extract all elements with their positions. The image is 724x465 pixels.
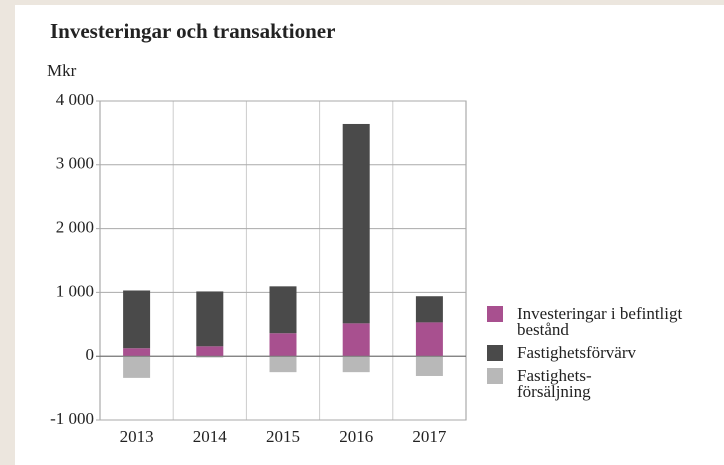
y-tick-label: 3 000	[56, 154, 94, 173]
y-tick-label: 0	[86, 345, 95, 364]
legend-swatch	[487, 368, 503, 384]
legend-swatch	[487, 345, 503, 361]
legend-item: Fastighets-försäljning	[487, 366, 717, 401]
bar-segment	[269, 356, 297, 373]
legend-label: Investeringar i befintligt bestånd	[517, 304, 683, 339]
legend-swatch	[487, 306, 503, 322]
bar-segment	[342, 356, 370, 373]
chart-title: Investeringar och transaktioner	[50, 19, 335, 43]
bar-segment	[123, 356, 151, 378]
bar-segment	[415, 296, 443, 323]
y-axis-label: Mkr	[47, 61, 77, 80]
legend-label: Fastighets-försäljning	[517, 366, 592, 401]
x-tick-label: 2014	[193, 427, 228, 446]
bar-segment	[269, 286, 297, 334]
bar-segment	[196, 291, 224, 347]
y-tick-label: -1 000	[50, 409, 94, 428]
x-tick-label: 2016	[339, 427, 373, 446]
y-tick-label: 2 000	[56, 218, 94, 237]
legend-label: Fastighetsförvärv	[517, 343, 636, 362]
bar-segment	[269, 333, 297, 357]
legend-item: Investeringar i befintligt bestånd	[487, 304, 717, 339]
bar-segment	[415, 356, 443, 376]
y-tick-label: 1 000	[56, 281, 94, 300]
x-tick-label: 2013	[120, 427, 154, 446]
bar-segment	[196, 346, 224, 357]
x-tick-label: 2017	[412, 427, 447, 446]
y-tick-label: 4 000	[56, 90, 94, 109]
x-tick-label: 2015	[266, 427, 300, 446]
bar-segment	[196, 356, 224, 358]
bar-segment	[342, 323, 370, 357]
legend: Investeringar i befintligt bestånd Fastig…	[487, 304, 717, 407]
legend-item: Fastighetsförvärv	[487, 343, 717, 362]
bar-segment	[123, 348, 151, 357]
bar-segment	[415, 322, 443, 357]
bar-segment	[342, 123, 370, 324]
bar-segment	[123, 290, 151, 349]
